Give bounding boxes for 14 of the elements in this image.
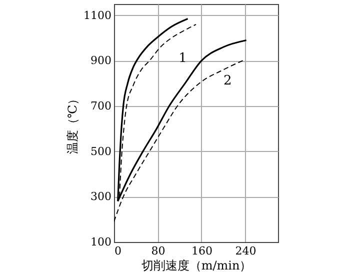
x-tick-label: 160 (191, 244, 212, 258)
y-tick-label: 1100 (84, 8, 112, 22)
y-tick-label: 700 (90, 100, 112, 112)
annotation: 2 (223, 74, 232, 89)
x-axis-title: 切削速度（m/min） (141, 258, 252, 272)
x-tick-label: 80 (151, 244, 166, 258)
y-tick-label: 300 (90, 190, 112, 204)
x-tick-label: 0 (114, 244, 122, 258)
x-tick-label: 240 (235, 244, 256, 258)
y-tick-label: 500 (90, 144, 112, 158)
y-tick-label: 100 (90, 236, 112, 248)
y-tick-label: 900 (90, 54, 112, 68)
y-axis-title: 温度（℃） (66, 92, 80, 154)
annotation: 1 (178, 51, 187, 66)
